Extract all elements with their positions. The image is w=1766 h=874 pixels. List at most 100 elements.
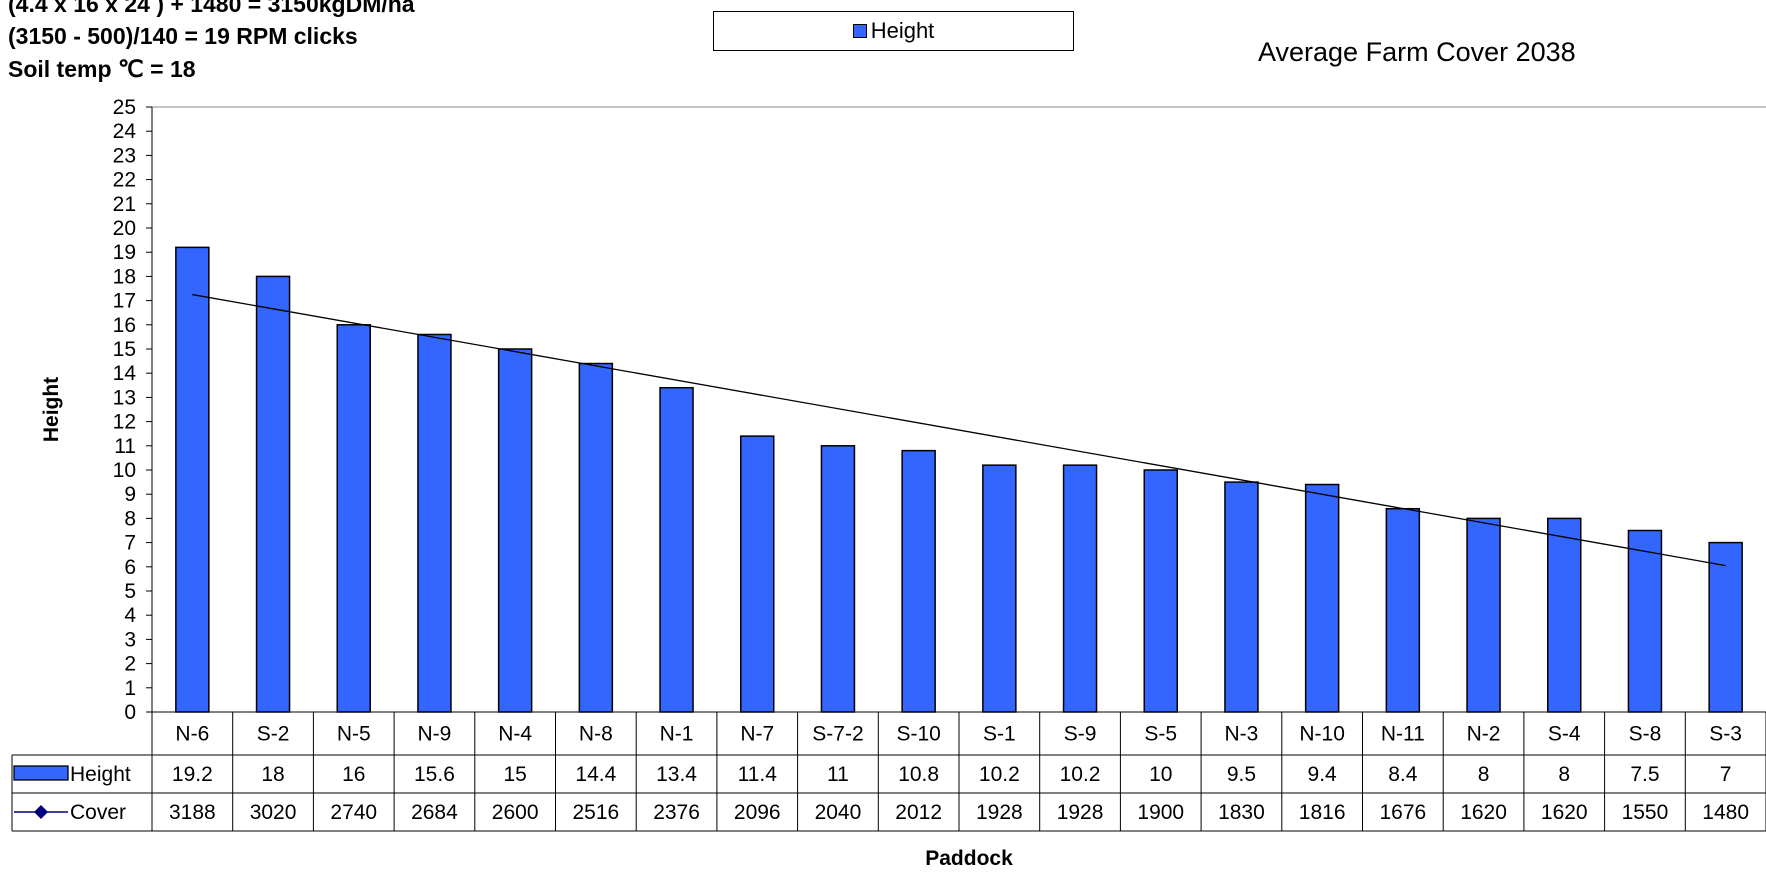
y-tick-label: 0 — [124, 701, 136, 724]
height-value-label: 10.2 — [979, 763, 1020, 786]
y-tick-label: 5 — [124, 580, 136, 603]
height-bar — [982, 464, 1017, 713]
height-value-label: 8 — [1478, 763, 1490, 786]
category-label: S-8 — [1629, 723, 1662, 746]
category-label: N-9 — [418, 723, 452, 746]
x-axis-title: Paddock — [925, 847, 1013, 870]
y-tick-label: 19 — [113, 241, 136, 264]
y-tick-label: 15 — [113, 338, 136, 361]
y-axis-title: Height — [40, 377, 63, 442]
y-tick-label: 2 — [124, 653, 136, 676]
category-label: S-9 — [1064, 723, 1097, 746]
cover-value-label: 1900 — [1137, 801, 1184, 824]
height-value-label: 9.4 — [1308, 763, 1338, 786]
y-tick-label: 14 — [113, 362, 137, 385]
category-label: S-3 — [1709, 723, 1742, 746]
category-label: N-7 — [740, 723, 774, 746]
height-value-label: 16 — [342, 763, 365, 786]
y-tick-label: 23 — [113, 144, 136, 167]
y-tick-label: 1 — [124, 677, 136, 700]
cover-value-label: 2740 — [330, 801, 377, 824]
y-tick-label: 13 — [113, 386, 136, 409]
height-value-label: 8 — [1558, 763, 1570, 786]
legend-height-swatch — [852, 24, 867, 38]
y-tick-label: 6 — [124, 556, 136, 579]
cover-value-label: 3188 — [169, 801, 216, 824]
category-label: S-4 — [1548, 723, 1581, 746]
chart-title: Average Farm Cover 2038 — [1258, 37, 1576, 67]
height-value-label: 10 — [1149, 763, 1172, 786]
legend-height-label: Height — [870, 18, 935, 43]
height-bar — [1062, 464, 1098, 713]
height-value-label: 8.4 — [1388, 763, 1418, 786]
height-value-label: 11.4 — [738, 763, 778, 786]
y-tick-label: 8 — [124, 507, 136, 530]
height-trendline — [192, 293, 1726, 567]
height-value-label: 19.2 — [172, 763, 213, 786]
height-value-label: 10.8 — [898, 763, 939, 786]
y-tick-label: 3 — [124, 628, 136, 651]
height-bar — [255, 275, 291, 713]
category-label: N-2 — [1467, 723, 1501, 746]
height-bar — [417, 333, 452, 713]
category-label: N-1 — [660, 723, 694, 746]
cover-value-label: 2040 — [815, 801, 862, 824]
y-tick-label: 4 — [124, 604, 136, 627]
height-bar — [1304, 483, 1340, 713]
cover-value-label: 1928 — [1057, 801, 1104, 824]
formula-note-1: (4.4 x 16 x 24 ) + 1480 = 3150kgDM/ha — [8, 0, 415, 17]
height-bar — [336, 324, 371, 713]
cover-value-label: 1480 — [1702, 801, 1749, 824]
soil-temp-note: Soil temp ℃ = 18 — [8, 56, 196, 82]
y-tick-label: 25 — [113, 96, 136, 119]
category-label: N-10 — [1299, 723, 1345, 746]
category-label: S-2 — [257, 723, 290, 746]
height-bar — [578, 362, 614, 713]
cover-value-label: 1620 — [1460, 801, 1507, 824]
cover-value-label: 1620 — [1541, 801, 1588, 824]
height-value-label: 10.2 — [1060, 763, 1101, 786]
cover-value-label: 1830 — [1218, 801, 1265, 824]
category-label: S-10 — [896, 723, 940, 746]
height-value-label: 9.5 — [1227, 763, 1256, 786]
formula-note-2: (3150 - 500)/140 = 19 RPM clicks — [8, 23, 358, 49]
height-value-label: 15 — [503, 763, 526, 786]
cover-value-label: 2012 — [895, 801, 942, 824]
height-bar — [1708, 541, 1743, 713]
height-bar — [497, 348, 533, 713]
category-label: N-3 — [1225, 723, 1259, 746]
height-value-label: 15.6 — [414, 763, 455, 786]
cover-value-label: 2600 — [492, 801, 539, 824]
y-tick-label: 11 — [114, 435, 136, 458]
height-bar — [659, 386, 694, 713]
y-tick-label: 12 — [113, 411, 136, 434]
height-value-label: 14.4 — [575, 763, 616, 786]
y-tick-label: 18 — [113, 265, 136, 288]
cover-value-label: 1676 — [1379, 801, 1426, 824]
cover-row-key-marker — [34, 805, 48, 819]
height-bar — [1627, 529, 1663, 713]
cover-value-label: 3020 — [250, 801, 297, 824]
cover-value-label: 2096 — [734, 801, 781, 824]
height-bar — [740, 435, 775, 713]
cover-value-label: 1816 — [1299, 801, 1346, 824]
category-label: S-7-2 — [812, 723, 863, 746]
y-tick-label: 17 — [113, 290, 136, 313]
category-label: N-11 — [1381, 723, 1425, 746]
category-label: N-5 — [337, 723, 371, 746]
category-label: N-6 — [175, 723, 209, 746]
height-bar — [820, 445, 856, 713]
category-label: S-5 — [1144, 723, 1177, 746]
y-tick-label: 9 — [124, 483, 136, 506]
chart-legend: Height — [713, 11, 1074, 51]
category-label: N-8 — [579, 723, 613, 746]
height-value-label: 13.4 — [656, 763, 697, 786]
height-bar — [1466, 517, 1501, 713]
height-bar — [1143, 469, 1178, 713]
cover-value-label: 2516 — [572, 801, 619, 824]
cover-value-label: 2684 — [411, 801, 458, 824]
height-row-label: Height — [70, 763, 131, 786]
y-tick-label: 24 — [113, 120, 137, 143]
height-value-label: 7.5 — [1630, 763, 1659, 786]
